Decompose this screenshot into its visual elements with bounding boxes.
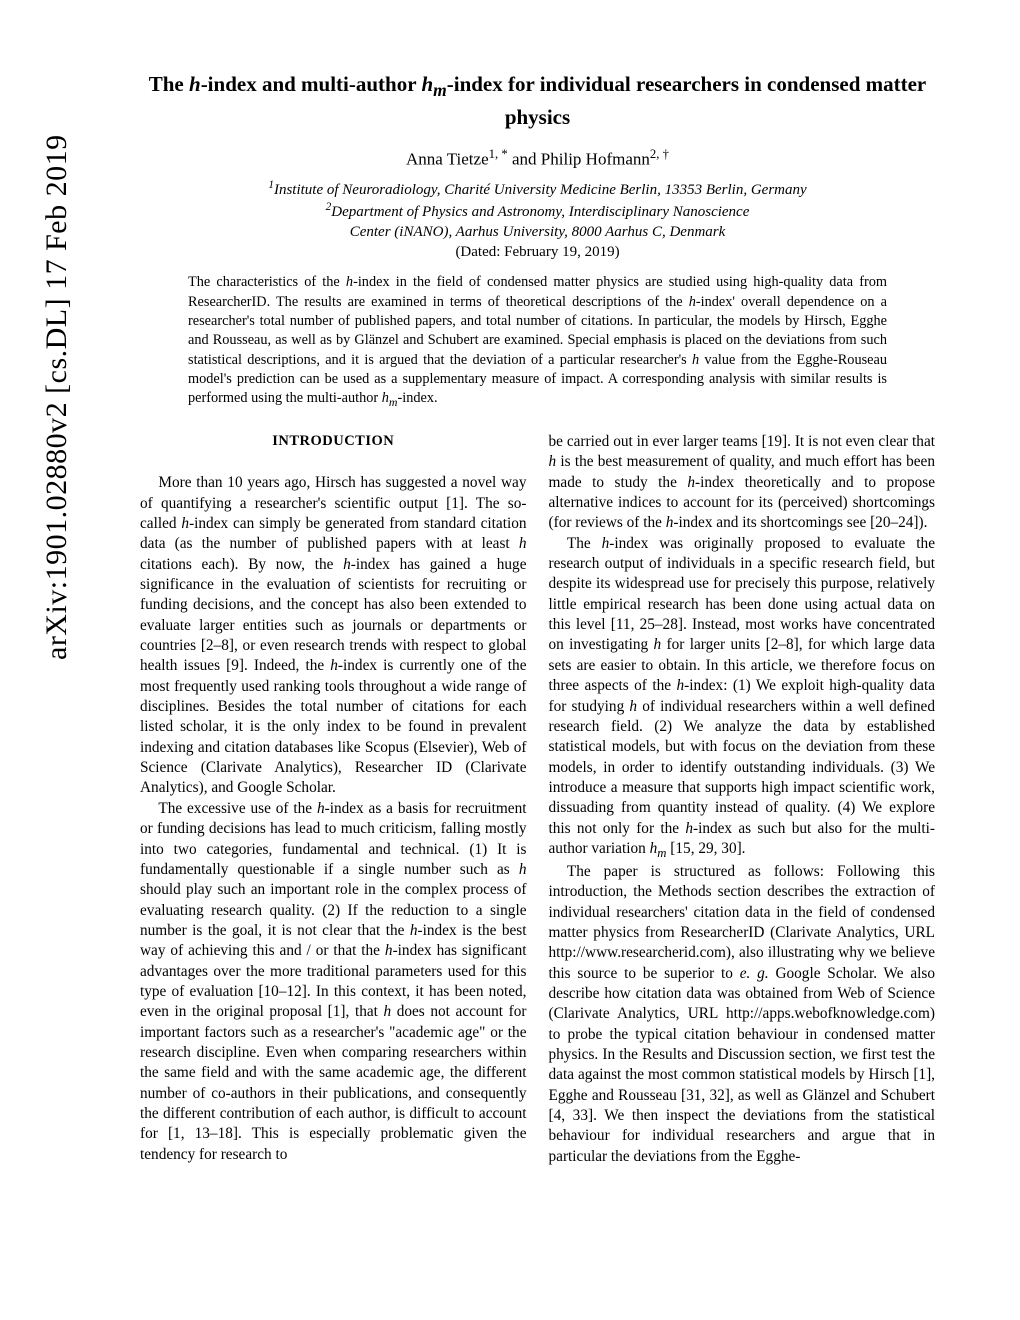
left-column: INTRODUCTION More than 10 years ago, Hir… <box>140 432 527 1167</box>
paragraph: be carried out in ever larger teams [19]… <box>549 432 936 534</box>
abstract-text: The characteristics of the h-index in th… <box>188 273 887 410</box>
affiliation-2: 2Department of Physics and Astronomy, In… <box>140 200 935 223</box>
paragraph: The paper is structured as follows: Foll… <box>549 862 936 1167</box>
paper-page: The h-index and multi-author hm-index fo… <box>0 0 1020 1207</box>
right-column: be carried out in ever larger teams [19]… <box>549 432 936 1167</box>
section-heading-introduction: INTRODUCTION <box>140 432 527 451</box>
paper-title: The h-index and multi-author hm-index fo… <box>140 70 935 131</box>
affiliation-3: Center (iNANO), Aarhus University, 8000 … <box>140 223 935 243</box>
affiliation-1: 1Institute of Neuroradiology, Charité Un… <box>140 178 935 201</box>
two-column-body: INTRODUCTION More than 10 years ago, Hir… <box>140 432 935 1167</box>
author-list: Anna Tietze1, * and Philip Hofmann2, † <box>140 147 935 170</box>
date-line: (Dated: February 19, 2019) <box>140 244 935 261</box>
paragraph: More than 10 years ago, Hirsch has sugge… <box>140 473 527 799</box>
paragraph: The h-index was originally proposed to e… <box>549 534 936 862</box>
paragraph: The excessive use of the h-index as a ba… <box>140 799 527 1165</box>
